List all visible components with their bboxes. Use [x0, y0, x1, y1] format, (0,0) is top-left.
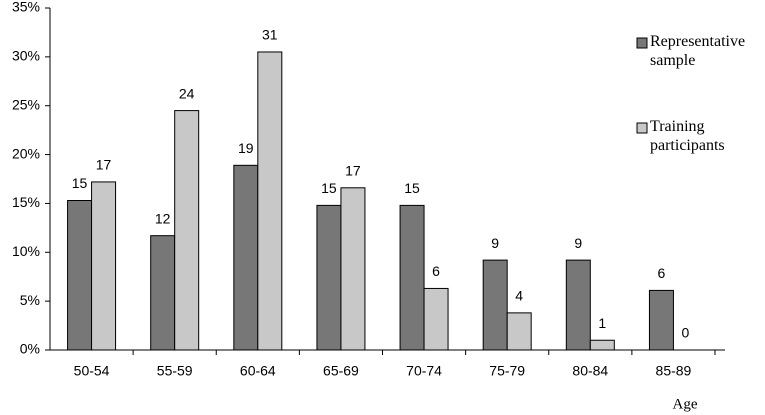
- y-tick-label: 30%: [12, 48, 40, 64]
- x-tick-label: 60-64: [240, 363, 276, 379]
- bar: [565, 259, 591, 351]
- data-label: 4: [515, 288, 523, 304]
- bar: [506, 312, 532, 351]
- data-label: 19: [238, 140, 254, 156]
- data-label: 15: [404, 180, 420, 196]
- x-tick-label: 55-59: [157, 363, 193, 379]
- bar: [233, 164, 259, 351]
- bar: [648, 289, 674, 351]
- y-tick-label: 0%: [20, 341, 40, 357]
- y-tick-label: 10%: [12, 243, 40, 259]
- y-tick-label: 15%: [12, 194, 40, 210]
- bar: [91, 181, 117, 351]
- data-label: 17: [345, 162, 361, 178]
- y-tick-label: 20%: [12, 145, 40, 161]
- legend-swatch: [636, 122, 648, 134]
- legend-label: Representative sample: [650, 33, 746, 69]
- data-label: 6: [432, 263, 440, 279]
- x-tick-label: 70-74: [406, 363, 442, 379]
- data-label: 1: [598, 315, 606, 331]
- bar: [589, 339, 615, 351]
- x-tick-label: 50-54: [74, 363, 110, 379]
- data-label: 9: [491, 235, 499, 251]
- data-label: 17: [96, 157, 112, 173]
- data-label: 12: [155, 210, 171, 226]
- data-label: 0: [682, 325, 690, 341]
- y-tick-label: 35%: [12, 0, 40, 15]
- data-label: 24: [179, 85, 195, 101]
- x-tick-label: 65-69: [323, 363, 359, 379]
- bar: [316, 204, 342, 351]
- x-tick-label: 80-84: [572, 363, 608, 379]
- bar: [150, 235, 176, 351]
- legend-label: Training participants: [650, 118, 725, 154]
- bar: [257, 51, 283, 351]
- legend-swatch: [636, 37, 648, 49]
- data-label: 15: [321, 180, 337, 196]
- bar: [340, 187, 366, 351]
- bar: [174, 110, 200, 351]
- y-tick-label: 5%: [20, 292, 40, 308]
- data-label: 15: [72, 175, 88, 191]
- x-tick-label: 85-89: [656, 363, 692, 379]
- data-label: 9: [574, 235, 582, 251]
- x-tick-label: 75-79: [489, 363, 525, 379]
- y-tick-label: 25%: [12, 96, 40, 112]
- bar: [482, 259, 508, 351]
- x-axis-label: Age: [673, 396, 698, 412]
- bar: [399, 204, 425, 351]
- bar: [67, 199, 93, 351]
- data-label: 31: [262, 27, 278, 43]
- bar: [423, 287, 449, 351]
- data-label: 6: [658, 265, 666, 281]
